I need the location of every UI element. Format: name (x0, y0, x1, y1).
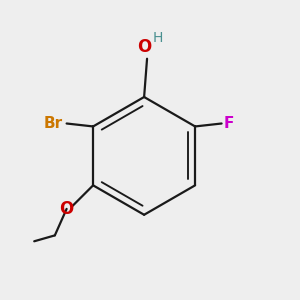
Text: O: O (137, 38, 151, 56)
Text: Br: Br (44, 116, 63, 131)
Text: H: H (152, 31, 163, 45)
Text: F: F (224, 116, 234, 131)
Text: O: O (59, 200, 74, 218)
